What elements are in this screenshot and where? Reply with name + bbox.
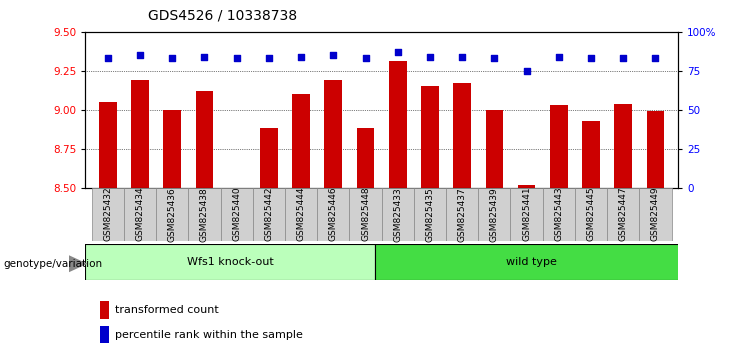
Bar	[350, 188, 382, 241]
Text: GSM825444: GSM825444	[296, 187, 305, 241]
Bar	[485, 110, 503, 188]
Text: GSM825445: GSM825445	[587, 187, 596, 241]
Text: GSM825437: GSM825437	[458, 187, 467, 241]
Bar	[92, 188, 124, 241]
Point	[295, 54, 307, 59]
Point	[166, 56, 178, 61]
Point	[553, 54, 565, 59]
Bar	[85, 244, 375, 280]
Text: GSM825440: GSM825440	[232, 187, 241, 241]
Text: GDS4526 / 10338738: GDS4526 / 10338738	[148, 9, 297, 23]
Bar	[375, 244, 710, 280]
Bar	[614, 103, 632, 188]
Point	[585, 56, 597, 61]
Bar	[582, 121, 600, 188]
Text: GSM825441: GSM825441	[522, 187, 531, 241]
Point	[263, 56, 275, 61]
Bar	[453, 83, 471, 188]
Text: GSM825443: GSM825443	[554, 187, 563, 241]
Point	[521, 68, 533, 74]
Bar	[511, 188, 542, 241]
Bar	[188, 188, 221, 241]
Bar	[325, 80, 342, 188]
Bar	[639, 188, 671, 241]
Bar	[292, 94, 310, 188]
Bar	[163, 110, 181, 188]
Bar	[221, 188, 253, 241]
Text: GSM825448: GSM825448	[361, 187, 370, 241]
Text: GSM825434: GSM825434	[136, 187, 144, 241]
Bar	[317, 188, 350, 241]
Point	[134, 52, 146, 58]
Point	[617, 56, 629, 61]
Bar	[131, 80, 149, 188]
Point	[488, 56, 500, 61]
Point	[359, 56, 371, 61]
Point	[456, 54, 468, 59]
Text: GSM825439: GSM825439	[490, 187, 499, 241]
Point	[102, 56, 113, 61]
Bar	[156, 188, 188, 241]
Bar	[260, 129, 278, 188]
Bar	[253, 188, 285, 241]
Text: GSM825442: GSM825442	[265, 187, 273, 241]
Text: wild type: wild type	[506, 257, 557, 267]
Text: GSM825433: GSM825433	[393, 187, 402, 241]
Bar	[647, 111, 665, 188]
Polygon shape	[69, 255, 87, 272]
Point	[199, 54, 210, 59]
Bar	[478, 188, 511, 241]
Bar	[518, 184, 536, 188]
Bar	[382, 188, 413, 241]
Bar	[356, 129, 374, 188]
Bar	[607, 188, 639, 241]
Text: genotype/variation: genotype/variation	[4, 259, 103, 269]
Bar	[285, 188, 317, 241]
Point	[650, 56, 662, 61]
Text: GSM825436: GSM825436	[167, 187, 176, 241]
Point	[424, 54, 436, 59]
Text: GSM825432: GSM825432	[103, 187, 113, 241]
Bar	[389, 62, 407, 188]
Bar	[446, 188, 478, 241]
Bar	[196, 91, 213, 188]
Text: GSM825449: GSM825449	[651, 187, 660, 241]
Text: GSM825447: GSM825447	[619, 187, 628, 241]
Point	[328, 52, 339, 58]
Text: transformed count: transformed count	[115, 305, 219, 315]
Bar	[124, 188, 156, 241]
Text: GSM825446: GSM825446	[329, 187, 338, 241]
Bar	[99, 102, 116, 188]
Text: Wfs1 knock-out: Wfs1 knock-out	[187, 257, 273, 267]
Bar	[575, 188, 607, 241]
Bar	[413, 188, 446, 241]
Point	[230, 56, 242, 61]
Bar	[550, 105, 568, 188]
Text: GSM825438: GSM825438	[200, 187, 209, 241]
Text: percentile rank within the sample: percentile rank within the sample	[115, 330, 303, 339]
Text: GSM825435: GSM825435	[425, 187, 434, 241]
Bar	[421, 86, 439, 188]
Bar	[542, 188, 575, 241]
Point	[392, 49, 404, 55]
